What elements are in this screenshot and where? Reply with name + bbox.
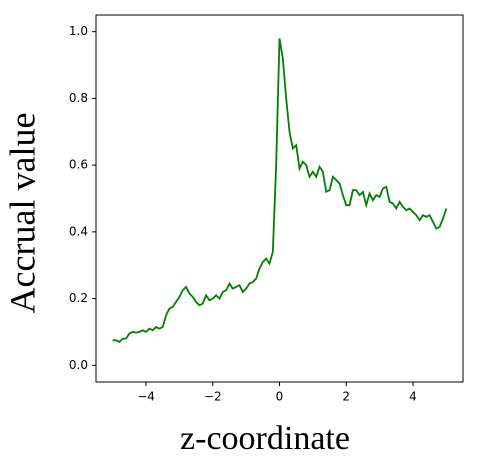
y-tick-label: 0.2 [69, 291, 88, 305]
x-tick-label: −2 [204, 390, 222, 404]
y-tick-label: 0.8 [69, 91, 88, 105]
x-tick-label: 0 [276, 390, 284, 404]
y-tick-label: 0.6 [69, 158, 88, 172]
y-axis-label: Accrual value [2, 113, 42, 314]
y-tick-label: 1.0 [69, 24, 88, 38]
y-tick-label: 0.4 [69, 224, 88, 238]
x-tick-label: −4 [137, 390, 155, 404]
line-series [112, 38, 448, 344]
x-axis-label: z-coordinate [180, 420, 350, 457]
x-tick-label: 2 [342, 390, 350, 404]
y-tick-label: 0.0 [69, 358, 88, 372]
x-tick-label: 4 [409, 390, 417, 404]
